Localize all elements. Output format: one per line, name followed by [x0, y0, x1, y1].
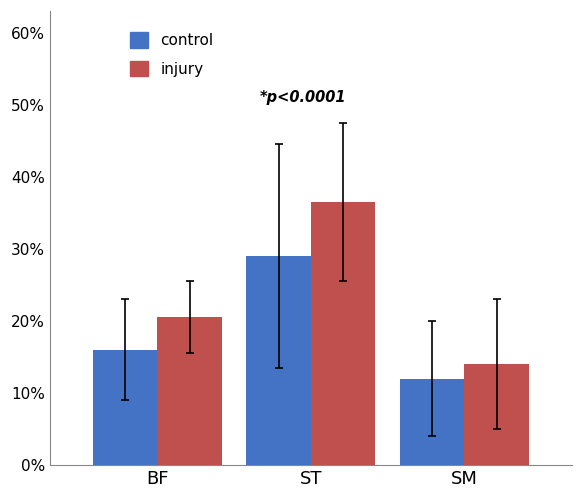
Bar: [93, 350, 157, 465]
Bar: [157, 317, 222, 465]
Bar: [465, 364, 529, 465]
Bar: [247, 256, 311, 465]
Bar: [400, 379, 465, 465]
Legend: control, injury: control, injury: [125, 28, 218, 81]
Text: *p<0.0001: *p<0.0001: [260, 90, 346, 105]
Bar: [311, 202, 375, 465]
